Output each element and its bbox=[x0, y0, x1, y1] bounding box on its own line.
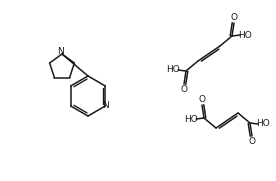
Text: HO: HO bbox=[184, 115, 198, 123]
Text: O: O bbox=[248, 136, 256, 146]
Text: HO: HO bbox=[256, 119, 270, 129]
Text: O: O bbox=[181, 85, 187, 94]
Text: HO: HO bbox=[166, 66, 180, 75]
Text: O: O bbox=[198, 96, 206, 104]
Text: N: N bbox=[102, 102, 109, 110]
Text: O: O bbox=[230, 14, 238, 22]
Text: N: N bbox=[58, 47, 64, 56]
Text: HO: HO bbox=[238, 31, 252, 39]
